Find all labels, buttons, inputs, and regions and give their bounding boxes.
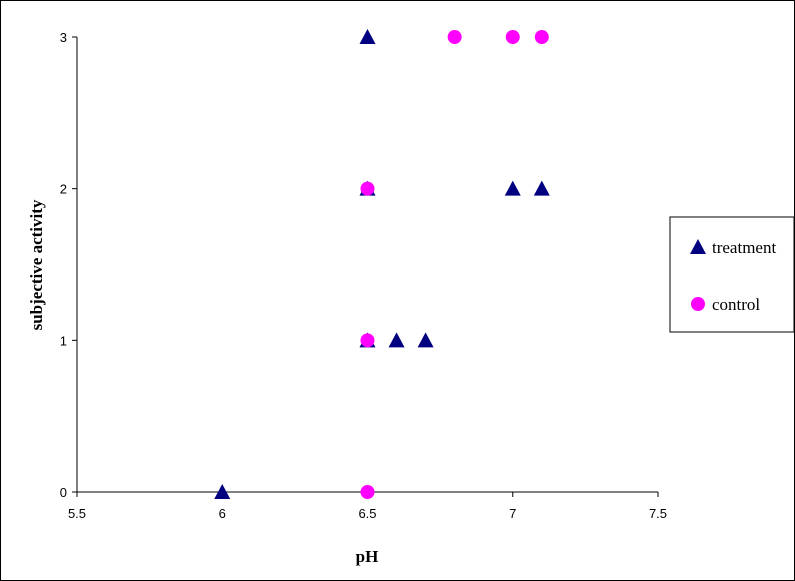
control-legend-marker bbox=[691, 297, 705, 311]
treatment-point bbox=[214, 484, 231, 499]
data-points bbox=[214, 29, 550, 499]
y-axis-title: subjective activity bbox=[27, 199, 46, 330]
treatment-point bbox=[388, 332, 405, 348]
x-tick-label: 7.5 bbox=[649, 506, 667, 521]
legend-label-treatment: treatment bbox=[712, 238, 776, 257]
treatment-point bbox=[504, 180, 521, 196]
control-point bbox=[360, 333, 375, 348]
y-tick-label: 2 bbox=[60, 182, 67, 197]
control-point bbox=[505, 30, 520, 44]
legend-item-control: control bbox=[691, 295, 760, 314]
treatment-point bbox=[533, 180, 550, 196]
axes: 0 1 2 3 5.5 6 6.5 7 7.5 bbox=[60, 30, 667, 521]
x-tick-label: 5.5 bbox=[68, 506, 86, 521]
treatment-point bbox=[417, 332, 434, 348]
x-axis-title: pH bbox=[356, 547, 379, 566]
treatment-point bbox=[359, 29, 376, 44]
legend-box bbox=[669, 216, 795, 333]
legend: treatment control bbox=[669, 216, 795, 333]
x-tick-label: 7 bbox=[509, 506, 516, 521]
control-point bbox=[534, 30, 549, 44]
treatment-legend-marker bbox=[690, 239, 706, 254]
x-tick-label: 6 bbox=[219, 506, 226, 521]
control-series bbox=[360, 30, 549, 499]
legend-label-control: control bbox=[712, 295, 760, 314]
control-point bbox=[447, 30, 462, 44]
control-point bbox=[360, 485, 375, 499]
legend-item-treatment: treatment bbox=[690, 238, 776, 257]
x-tick-label: 6.5 bbox=[358, 506, 376, 521]
y-tick-label: 1 bbox=[60, 333, 67, 348]
control-point bbox=[360, 181, 375, 196]
y-tick-label: 0 bbox=[60, 485, 67, 500]
y-tick-label: 3 bbox=[60, 30, 67, 45]
treatment-series bbox=[214, 29, 550, 499]
